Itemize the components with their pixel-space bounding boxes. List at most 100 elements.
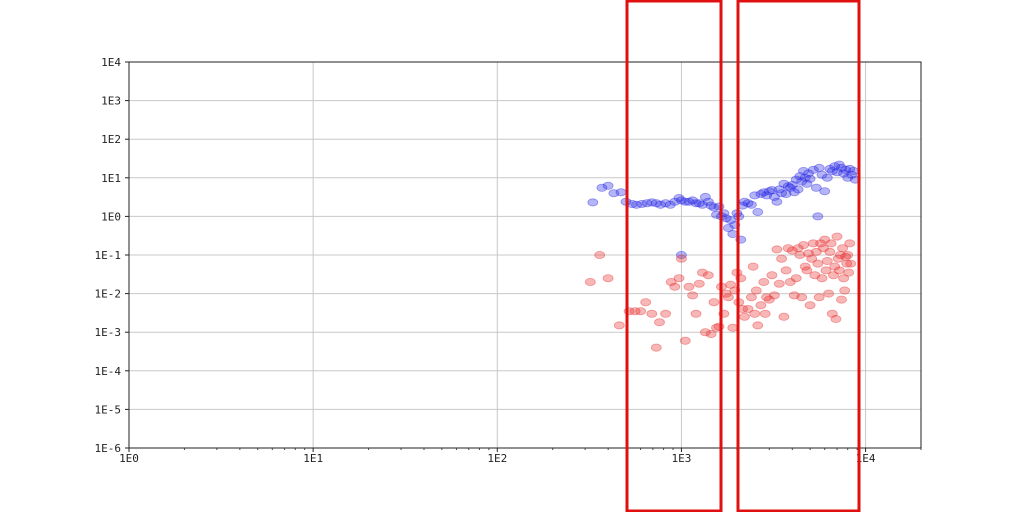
- data-point: [739, 312, 750, 321]
- x-tick-label: 1E3: [671, 452, 691, 465]
- data-point: [804, 174, 816, 183]
- data-point: [824, 164, 836, 173]
- data-point: [773, 279, 785, 288]
- data-point: [602, 181, 614, 190]
- data-point: [742, 304, 754, 313]
- data-point: [796, 177, 808, 186]
- x-tick-label: 1E2: [487, 452, 507, 465]
- data-point: [818, 244, 829, 253]
- data-point: [708, 298, 720, 307]
- data-point: [831, 232, 843, 241]
- data-point: [826, 309, 838, 318]
- data-point: [700, 192, 711, 201]
- data-point: [829, 162, 841, 171]
- data-point: [650, 199, 662, 208]
- data-point: [750, 286, 762, 295]
- data-point: [813, 293, 825, 302]
- data-point: [819, 187, 831, 196]
- data-point: [841, 259, 853, 268]
- data-point: [758, 277, 770, 286]
- data-point: [782, 244, 794, 253]
- data-point: [820, 266, 832, 275]
- data-point: [813, 163, 825, 172]
- data-point: [842, 173, 854, 182]
- data-point: [608, 189, 620, 198]
- data-point: [780, 266, 792, 275]
- data-point: [665, 277, 677, 286]
- data-point: [650, 343, 662, 352]
- data-point: [763, 295, 775, 304]
- data-point: [810, 247, 822, 256]
- data-point: [697, 200, 708, 209]
- data-point: [679, 197, 691, 206]
- data-point: [839, 286, 851, 295]
- data-point: [824, 247, 836, 256]
- data-point: [727, 229, 739, 238]
- data-point: [676, 196, 687, 205]
- data-point: [758, 188, 770, 197]
- data-point: [819, 235, 831, 244]
- data-point: [842, 250, 854, 259]
- y-tick-label: 1E0: [101, 210, 121, 223]
- data-point: [587, 198, 599, 207]
- data-point: [840, 165, 852, 174]
- data-point: [702, 197, 714, 206]
- data-point: [776, 189, 787, 198]
- data-point: [790, 274, 802, 283]
- data-point: [835, 250, 846, 259]
- data-point: [771, 197, 783, 206]
- data-point: [687, 196, 698, 205]
- data-point: [705, 329, 717, 338]
- data-point: [799, 173, 811, 182]
- highlight-boxes: [625, 0, 861, 512]
- y-tick-label: 1E-5: [95, 403, 122, 416]
- data-point: [755, 301, 767, 310]
- data-point: [838, 274, 849, 283]
- x-tick-label: 1E4: [856, 452, 876, 465]
- data-point: [807, 165, 819, 174]
- data-point: [792, 244, 804, 253]
- data-point: [679, 336, 691, 345]
- data-point: [690, 309, 702, 318]
- y-tick-label: 1E-4: [95, 365, 122, 378]
- data-point: [826, 166, 838, 175]
- data-point: [629, 307, 641, 316]
- data-point: [683, 197, 695, 206]
- data-point: [763, 187, 775, 196]
- data-point: [693, 199, 705, 208]
- data-point: [832, 254, 844, 263]
- y-tick-label: 1E4: [101, 56, 121, 69]
- data-point: [801, 266, 813, 275]
- y-tick-label: 1E1: [101, 172, 121, 185]
- data-point: [676, 254, 687, 263]
- data-point: [798, 241, 809, 250]
- data-point: [664, 200, 676, 209]
- data-point: [794, 172, 806, 181]
- y-tick-label: 1E3: [101, 95, 121, 108]
- data-point: [829, 262, 841, 271]
- data-point: [803, 249, 814, 258]
- data-point: [727, 323, 739, 332]
- data-point: [778, 179, 790, 188]
- data-point: [803, 169, 814, 178]
- data-point: [655, 200, 666, 209]
- data-point: [780, 189, 792, 198]
- y-tick-label: 1E-3: [95, 326, 122, 339]
- data-point: [673, 274, 685, 283]
- data-point: [746, 293, 757, 302]
- highlight-box-right: [736, 0, 861, 512]
- data-point: [673, 193, 685, 202]
- data-point: [646, 198, 658, 207]
- data-point: [635, 307, 646, 316]
- data-point: [705, 201, 717, 210]
- data-point: [821, 256, 833, 265]
- x-tick-label: 1E0: [119, 452, 139, 465]
- data-point: [702, 271, 714, 280]
- data-point: [784, 183, 796, 192]
- data-point: [725, 280, 736, 289]
- data-point: [749, 309, 761, 318]
- data-point: [636, 199, 648, 208]
- data-point: [755, 189, 767, 198]
- data-point: [700, 328, 711, 337]
- data-point: [806, 254, 818, 263]
